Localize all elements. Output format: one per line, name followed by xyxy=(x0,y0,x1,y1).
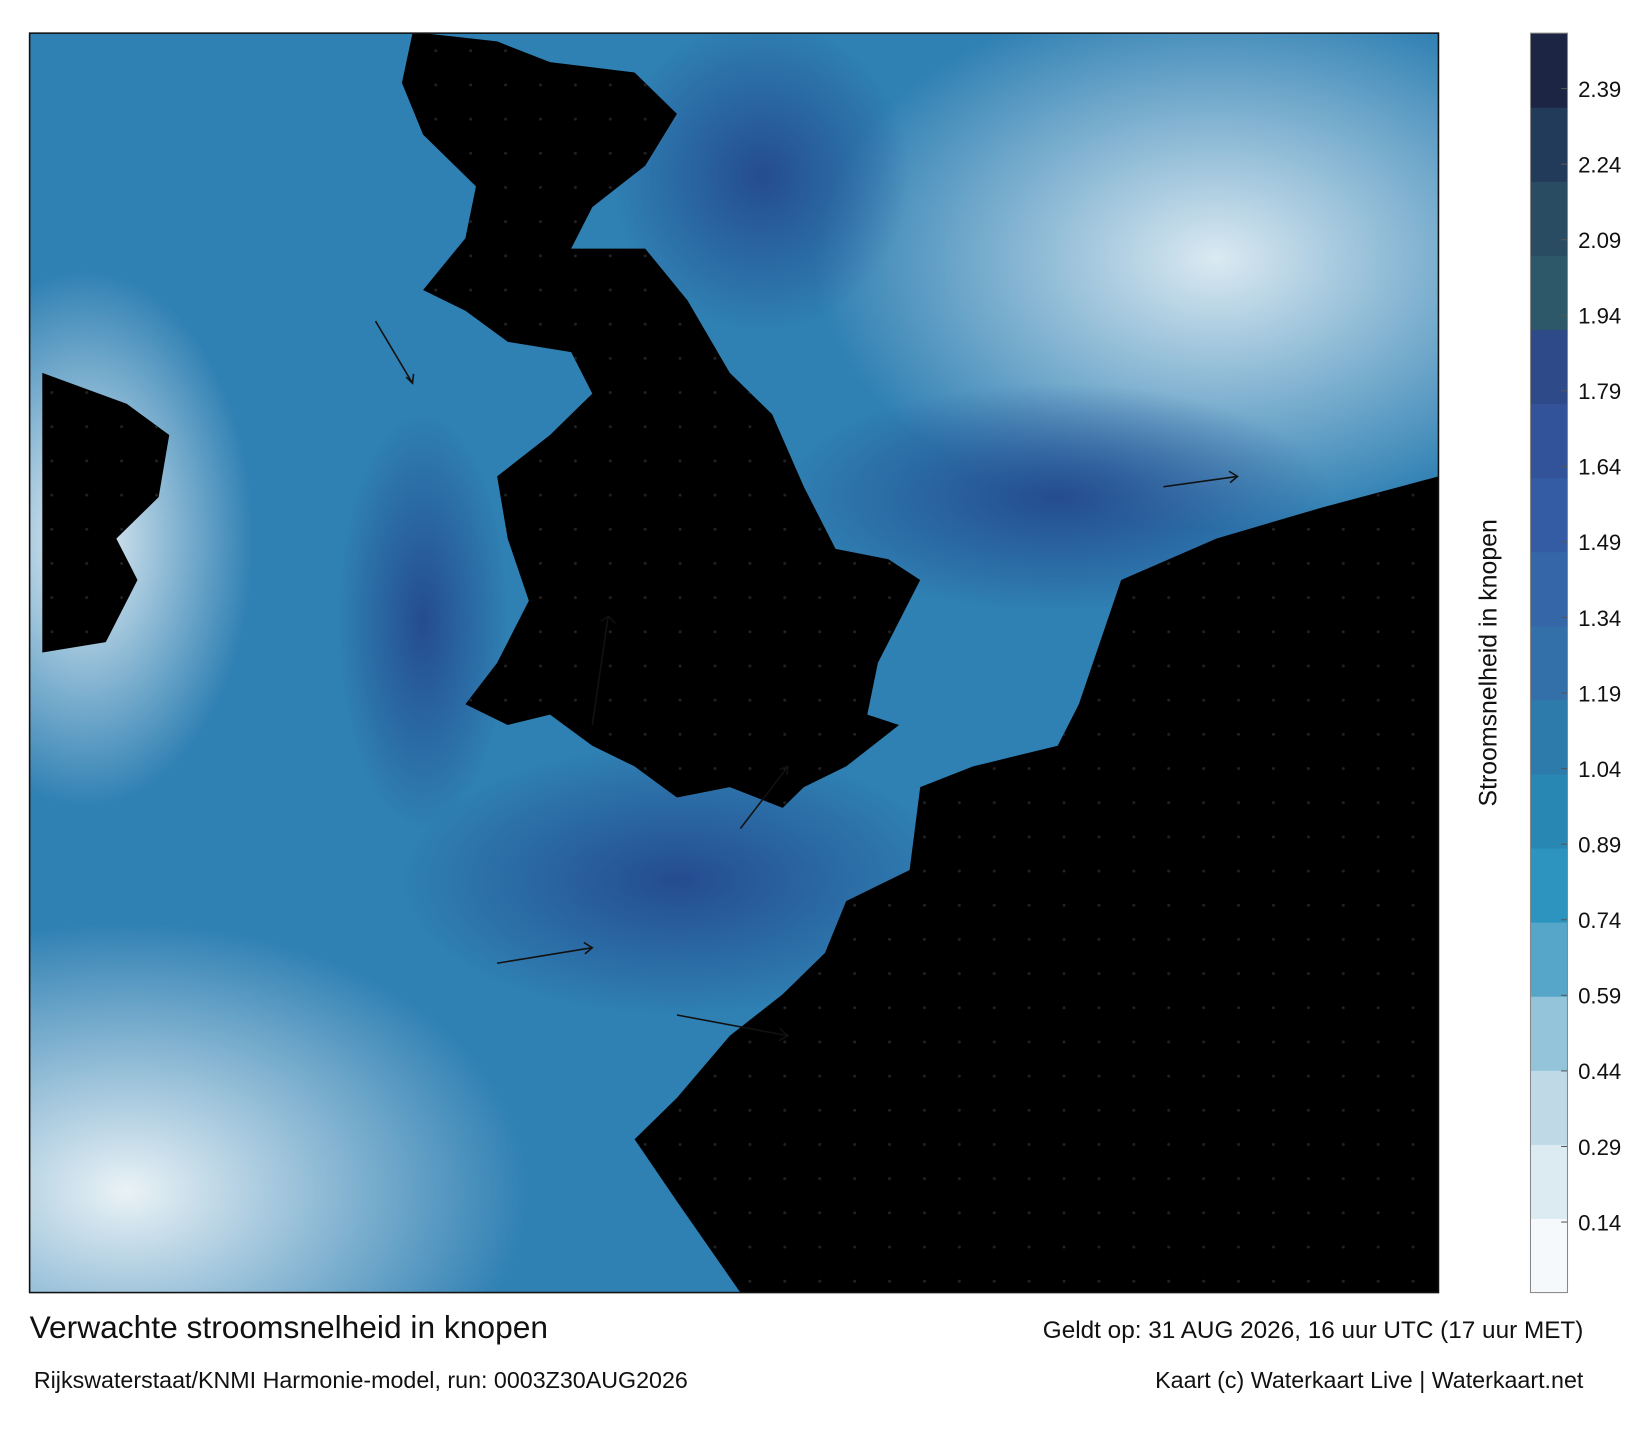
colorbar-band xyxy=(1530,922,1568,997)
strong-current xyxy=(613,33,910,332)
title: Verwachte stroomsnelheid in knopen xyxy=(30,1310,548,1345)
colorbar-band xyxy=(1530,1218,1568,1294)
colorbar-tick-label: 2.24 xyxy=(1578,153,1621,178)
model-run: Rijkswaterstaat/KNMI Harmonie-model, run… xyxy=(34,1367,688,1393)
colorbar-tick-label: 0.44 xyxy=(1578,1059,1621,1084)
colorbar-band xyxy=(1530,107,1568,182)
arrow xyxy=(676,1014,790,1042)
strong-current xyxy=(338,414,508,829)
colorbar-tick-label: 2.09 xyxy=(1578,228,1621,253)
colorbar-label: Stroomsnelheid in knopen xyxy=(1474,519,1502,806)
colorbar-tick-label: 1.04 xyxy=(1578,757,1621,782)
arrow xyxy=(739,765,789,830)
arrow xyxy=(591,615,617,726)
land-grid xyxy=(401,33,921,808)
colorbar-frame xyxy=(1529,32,1569,1294)
colorbar-tick-label: 0.14 xyxy=(1578,1211,1621,1236)
colorbar-band xyxy=(1530,181,1568,256)
colorbar-band xyxy=(1530,477,1568,553)
colorbar-tick-label: 0.59 xyxy=(1578,984,1621,1009)
colorbar-tick-label: 1.19 xyxy=(1578,682,1621,707)
current-arrows xyxy=(374,320,1239,1042)
colorbar-band xyxy=(1530,699,1568,775)
colorbar-band xyxy=(1530,1144,1568,1220)
colorbar-tick-label: 0.74 xyxy=(1578,908,1621,933)
land-grid xyxy=(634,476,1439,1293)
colorbar-tick-label: 2.39 xyxy=(1578,77,1621,102)
colorbar-band xyxy=(1530,1070,1568,1145)
colorbar-tick-label: 1.64 xyxy=(1578,455,1621,480)
colorbar-tick-label: 0.89 xyxy=(1578,833,1621,858)
colorbar-tick-label: 1.94 xyxy=(1578,304,1621,329)
arrow xyxy=(1163,470,1239,488)
shallow-area xyxy=(29,921,529,1293)
strong-current xyxy=(401,745,952,1015)
arrow xyxy=(374,320,415,385)
colorbar-tick-label: 1.49 xyxy=(1578,530,1621,555)
colorbar: 0.14 0.29 0.44 0.59 0.74 0.89 1.04 1.19 1.34 1.49… xyxy=(1530,33,1621,1294)
colorbar-tick-label: 1.79 xyxy=(1578,379,1621,404)
colorbar-band xyxy=(1530,33,1568,108)
valid-time: Geldt op: 31 AUG 2026, 16 uur UTC (17 uu… xyxy=(1043,1317,1584,1344)
land xyxy=(42,33,1439,1293)
colorbar-band xyxy=(1530,996,1568,1071)
colorbar-tick-label: 0.29 xyxy=(1578,1135,1621,1160)
colorbar-band xyxy=(1530,773,1568,849)
colorbar-band xyxy=(1530,848,1568,923)
colorbar-tick-label: 1.34 xyxy=(1578,606,1621,631)
credit: Kaart (c) Waterkaart Live | Waterkaart.n… xyxy=(1155,1367,1584,1393)
colorbar-band xyxy=(1530,551,1568,627)
colorbar-band xyxy=(1530,403,1568,479)
colorbar-band xyxy=(1530,255,1568,330)
map-frame xyxy=(28,32,1440,1294)
colorbar-band xyxy=(1530,329,1568,405)
arrow xyxy=(496,941,594,964)
land-grid xyxy=(42,372,170,653)
colorbar-band xyxy=(1530,625,1568,701)
